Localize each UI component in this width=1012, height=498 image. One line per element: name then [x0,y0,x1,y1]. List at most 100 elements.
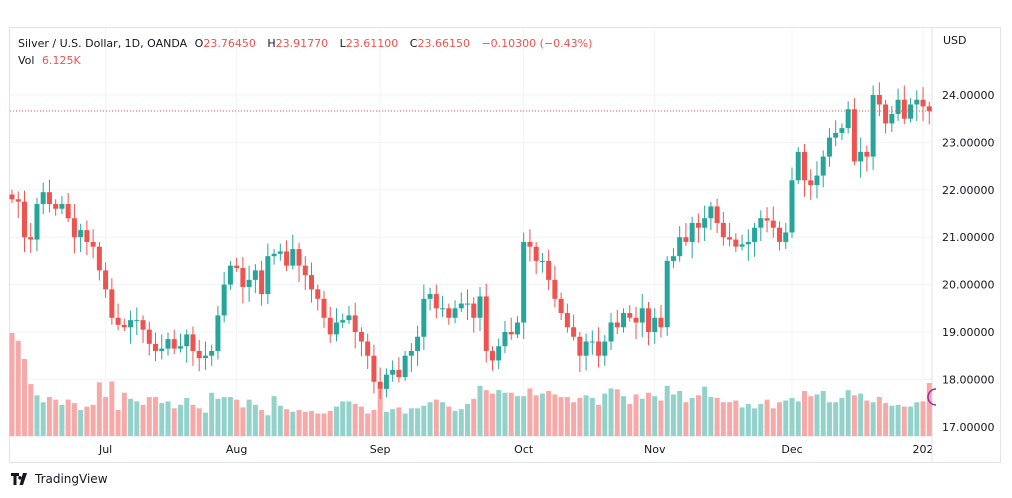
candle-body [720,222,726,238]
volume-bar [340,401,346,436]
volume-bar [795,401,801,436]
candle-body [333,322,339,335]
candle-body [252,270,258,280]
candle-body [90,241,96,247]
volume-bar [658,400,664,436]
candle-body [140,320,146,330]
volume-bar [614,389,620,436]
volume-label[interactable]: Vol [18,54,35,67]
candle-body [227,265,233,285]
volume-bar [440,402,446,436]
volume-bar [184,397,190,436]
volume-bar [552,394,558,436]
candle-body [670,256,676,261]
volume-bar [558,397,564,436]
volume-bar [583,395,589,436]
volume-bar [271,396,277,436]
candle-body [458,303,464,309]
candle-body [309,275,315,290]
volume-bar [621,396,627,436]
volume-bar [458,409,464,436]
volume-bar [608,388,614,436]
volume-bar [103,397,109,436]
candle-body [196,350,202,359]
volume-bar [153,397,159,436]
volume-bar [714,397,720,436]
candle-body [184,334,190,347]
volume-bar [533,395,539,436]
candle-body [84,230,90,242]
price-tick-label: 19.00000 [942,326,995,339]
candle-body [502,332,508,347]
candle-body [296,249,302,266]
volume-bar [602,393,608,436]
symbol-title[interactable]: Silver / U.S. Dollar, 1D, OANDA [18,37,188,50]
candle-body [421,298,427,337]
volume-bar [539,393,545,436]
candle-body [683,237,689,242]
candle-body [221,284,227,316]
chart-frame [9,27,1001,463]
volume-bar [146,397,152,436]
candle-body [752,227,758,242]
volume-bar [277,405,283,436]
volume-bar [309,410,315,436]
volume-row: Vol 6.125K [18,52,596,69]
volume-bar [508,392,514,436]
volume-bar [489,393,495,436]
volume-bar [833,402,839,436]
volume-bar [171,408,177,436]
volume-bar [527,388,533,436]
volume-bar [90,404,96,436]
candle-body [483,296,489,351]
candle-body [914,99,920,105]
volume-bar [352,403,358,436]
candle-body [165,339,171,349]
volume-bar [814,394,820,436]
volume-bar [739,407,745,436]
volume-bar [246,399,252,436]
currency-label: USD [943,34,967,47]
candle-body [652,317,658,332]
volume-bar [851,395,857,436]
candle-body [15,199,21,202]
candle-body [770,220,776,228]
volume-bar [564,397,570,436]
volume-bar [433,399,439,436]
volume-bar [202,412,208,436]
high-value: 23.91770 [275,37,329,50]
candle-body [28,237,34,240]
candle-body [433,294,439,309]
candle-body [708,206,714,219]
candle-body [383,374,389,389]
candle-body [321,298,327,318]
volume-bar [789,397,795,436]
candle-body [589,341,595,343]
candle-body [658,317,664,328]
candle-body [53,204,59,209]
candle-body [564,313,570,328]
candle-body [365,341,371,356]
candle-body [826,137,832,157]
candle-body [377,381,383,389]
tradingview-logo[interactable]: TradingView [11,472,108,486]
candle-body [109,289,115,318]
candle-body [633,317,639,323]
volume-bar [683,402,689,436]
candle-body [583,341,589,356]
volume-bar [46,397,52,436]
volume-bar [777,402,783,436]
chart-legend: Silver / U.S. Dollar, 1D, OANDA O23.7645… [18,35,596,69]
candle-body [284,251,290,266]
volume-bar [708,397,714,436]
volume-bar [396,407,402,436]
volume-bar [402,413,408,436]
candle-body [845,109,851,129]
volume-bar [920,401,926,436]
volume-bar [421,405,427,436]
volume-bar [159,403,165,436]
price-tick-label: 24.00000 [942,89,995,102]
volume-bar [689,397,695,436]
open-label: O [194,37,204,50]
